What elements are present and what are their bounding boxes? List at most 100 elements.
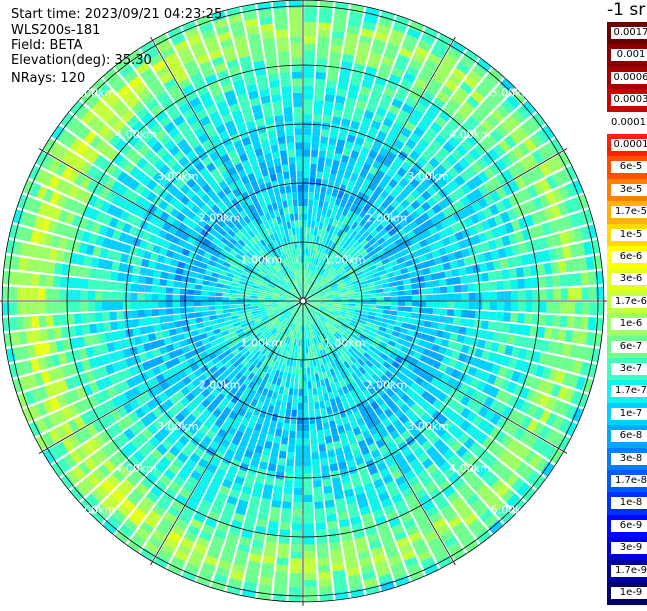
- range-gate: [240, 392, 248, 402]
- range-gate: [372, 272, 380, 278]
- range-gate: [251, 308, 259, 312]
- range-gate: [514, 398, 526, 411]
- range-gate: [418, 288, 427, 295]
- range-gate: [80, 290, 88, 301]
- range-gate: [306, 284, 310, 292]
- range-gate: [294, 473, 303, 481]
- range-gate: [357, 499, 369, 509]
- range-gate: [504, 453, 517, 467]
- range-gate: [460, 309, 469, 318]
- range-gate: [216, 374, 226, 383]
- range-gate: [406, 348, 416, 357]
- range-gate: [309, 234, 314, 243]
- range-gate: [107, 514, 122, 529]
- range-gate: [484, 455, 498, 468]
- range-gate: [396, 54, 410, 65]
- range-gate: [222, 305, 230, 310]
- range-gate: [431, 249, 441, 258]
- range-gate: [287, 451, 295, 460]
- range-gate: [174, 401, 185, 412]
- range-gate: [321, 237, 327, 246]
- range-gate: [64, 212, 76, 225]
- range-gate: [447, 340, 457, 350]
- range-gate: [121, 479, 135, 492]
- range-gate: [89, 208, 100, 221]
- range-gate: [293, 301, 301, 305]
- range-gate: [123, 282, 131, 292]
- range-gate: [266, 227, 273, 236]
- range-gate: [93, 434, 106, 448]
- range-gate: [316, 57, 328, 66]
- range-gate: [136, 157, 148, 170]
- range-gate: [244, 361, 252, 370]
- range-gate: [415, 488, 428, 500]
- range-gate: [203, 173, 214, 183]
- range-gate: [284, 336, 290, 344]
- range-gate: [172, 133, 185, 145]
- range-gate: [385, 388, 395, 398]
- range-gate: [334, 252, 341, 261]
- range-gate: [286, 283, 292, 289]
- range-gate: [132, 355, 142, 365]
- range-gate: [344, 452, 354, 461]
- range-gate: [199, 424, 210, 435]
- range-gate: [401, 144, 413, 155]
- range-gate: [319, 294, 327, 298]
- range-gate: [119, 64, 134, 78]
- range-gate: [319, 244, 325, 252]
- range-gate: [216, 337, 225, 344]
- range-gate: [287, 293, 294, 297]
- range-gate: [38, 315, 47, 328]
- range-gate: [374, 316, 382, 322]
- range-gate: [359, 316, 368, 322]
- range-gate: [266, 243, 273, 251]
- range-gate: [322, 421, 330, 430]
- range-gate: [501, 392, 513, 405]
- range-gate: [326, 291, 334, 295]
- range-gate: [331, 188, 339, 198]
- range-gate: [330, 352, 337, 361]
- range-gate: [88, 312, 96, 323]
- range-gate: [303, 184, 309, 192]
- range-gate: [259, 409, 267, 419]
- range-gate: [215, 232, 224, 241]
- range-gate: [289, 330, 294, 338]
- range-gate: [353, 282, 361, 288]
- range-gate: [269, 360, 276, 369]
- range-gate: [227, 166, 237, 176]
- range-gate: [199, 350, 209, 359]
- range-gate: [431, 344, 441, 353]
- range-gate: [275, 471, 285, 480]
- range-gate: [108, 373, 119, 385]
- range-gate: [26, 374, 38, 389]
- range-gate: [224, 257, 233, 264]
- range-gate: [545, 354, 555, 367]
- range-gate: [359, 334, 367, 341]
- range-gate: [414, 173, 425, 184]
- range-gate: [196, 393, 206, 403]
- range-gate: [329, 195, 337, 204]
- range-gate: [308, 352, 313, 361]
- range-gate: [89, 135, 102, 149]
- range-gate: [360, 446, 370, 456]
- range-gate: [78, 217, 89, 230]
- range-gate: [311, 380, 317, 389]
- range-gate: [318, 357, 324, 366]
- range-gate: [293, 297, 301, 301]
- range-gate: [471, 357, 481, 368]
- range-gate: [323, 392, 329, 401]
- range-gate: [220, 38, 234, 49]
- range-gate: [374, 76, 387, 87]
- range-gate: [251, 104, 262, 114]
- range-gate: [381, 93, 393, 104]
- range-gate: [511, 498, 526, 513]
- range-gate: [123, 161, 136, 174]
- range-gate: [163, 121, 176, 134]
- range-gate: [300, 291, 303, 299]
- range-gate: [313, 366, 318, 374]
- range-gate: [450, 547, 466, 561]
- range-gate: [288, 322, 294, 330]
- range-gate: [352, 279, 360, 285]
- range-gate: [130, 310, 139, 319]
- range-gate: [493, 445, 506, 458]
